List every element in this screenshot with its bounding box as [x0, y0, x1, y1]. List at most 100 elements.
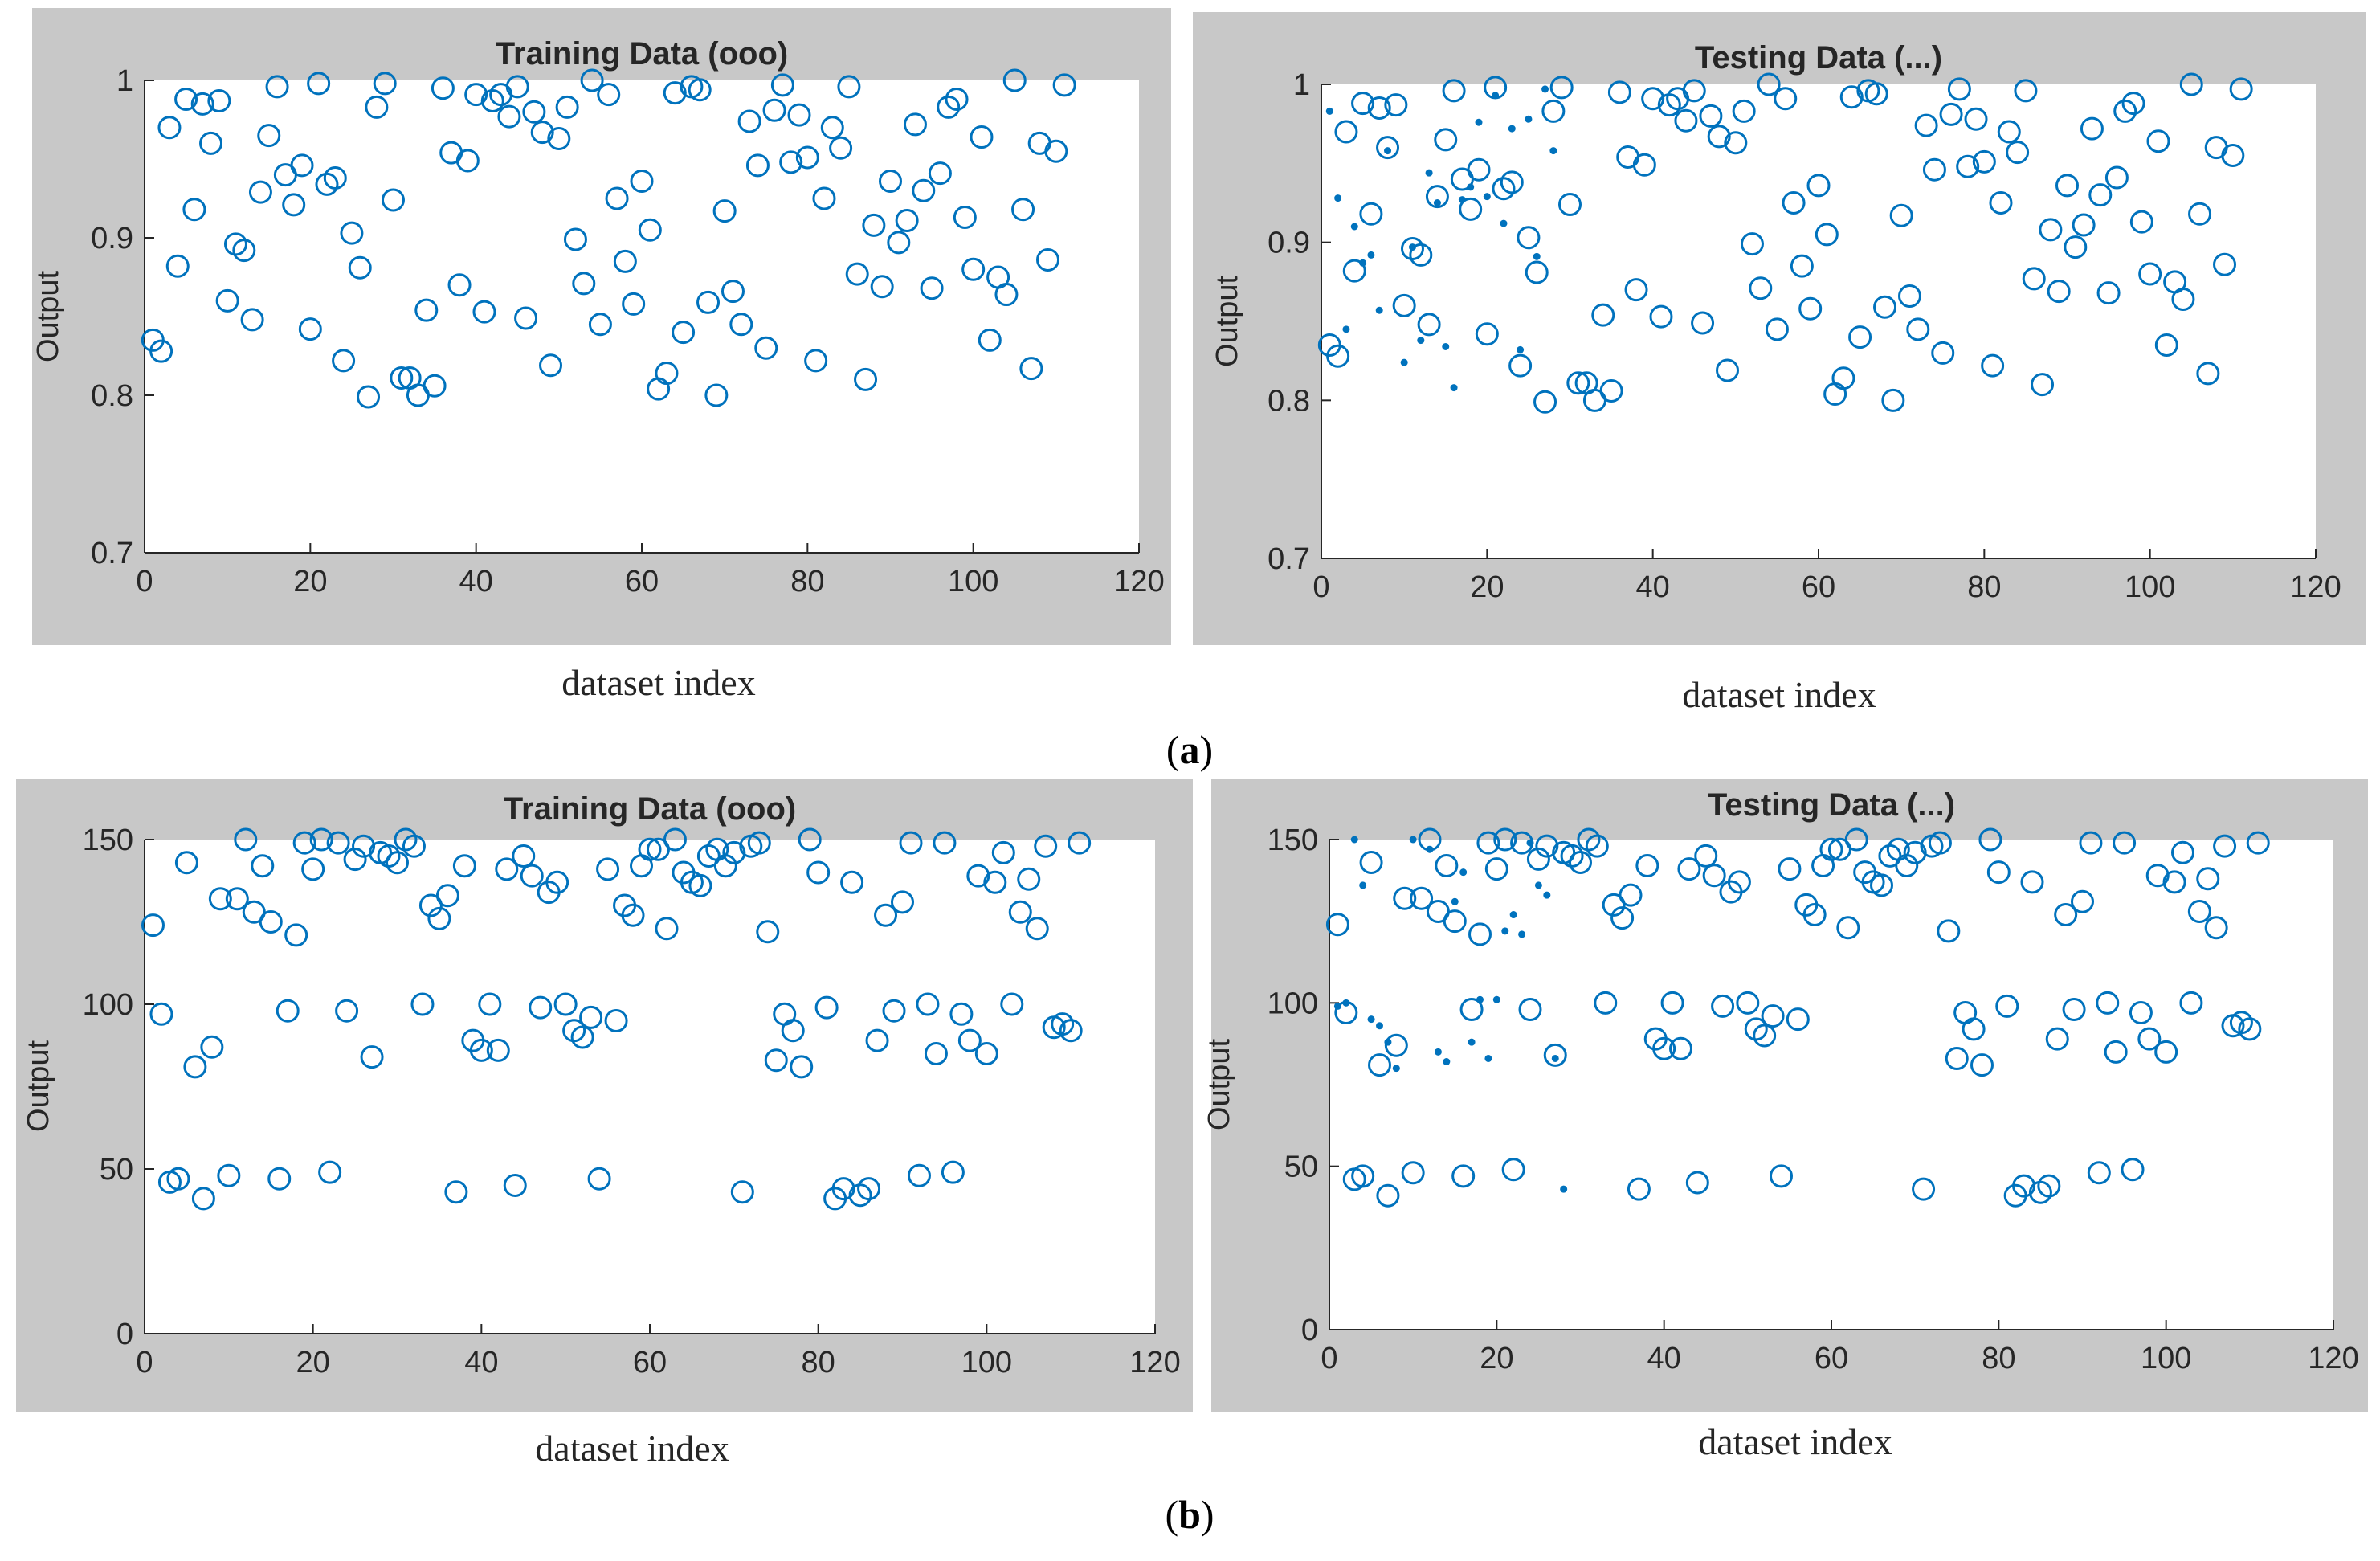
data-point	[1964, 107, 1988, 131]
data-point	[580, 68, 604, 92]
data-point	[570, 1025, 594, 1049]
data-point	[587, 1167, 611, 1191]
data-point	[957, 1028, 982, 1052]
data-point	[912, 178, 936, 202]
data-point	[539, 353, 563, 378]
data-point	[840, 870, 864, 894]
data-point	[1931, 341, 1955, 365]
data-point-dot	[1500, 219, 1508, 227]
data-point	[200, 1035, 224, 1059]
data-point	[688, 873, 712, 897]
data-point	[870, 275, 894, 299]
x-tick-label: 20	[1480, 1342, 1513, 1375]
x-tick-label: 100	[948, 565, 998, 599]
data-point	[1903, 840, 1927, 864]
data-point	[520, 864, 544, 888]
data-point	[779, 150, 803, 174]
data-point	[1736, 991, 1760, 1015]
data-point	[1691, 311, 1715, 335]
data-point	[572, 272, 596, 296]
data-point	[503, 1174, 527, 1197]
data-point	[2022, 267, 2046, 291]
data-point	[1442, 79, 1466, 103]
data-point	[1995, 994, 2019, 1018]
data-point	[1947, 77, 1971, 101]
data-point	[655, 917, 679, 941]
data-point	[663, 827, 687, 852]
data-point	[1591, 303, 1615, 327]
data-point	[1059, 1019, 1083, 1043]
data-point-dot	[1476, 995, 1484, 1003]
x-tick-label: 100	[2125, 570, 2175, 604]
data-point	[1765, 317, 1789, 341]
data-point	[394, 827, 418, 852]
data-point	[2096, 991, 2120, 1015]
data-point	[2113, 831, 2137, 855]
data-point	[2087, 1161, 2111, 1185]
data-point-dot	[1443, 1058, 1451, 1066]
data-point	[2045, 1027, 2069, 1051]
data-point	[1981, 353, 2005, 378]
data-point	[1972, 149, 1996, 174]
data-point	[1508, 353, 1533, 378]
data-point	[352, 834, 376, 858]
data-point	[613, 249, 637, 273]
data-point	[848, 1183, 872, 1208]
data-point	[1425, 185, 1449, 209]
data-point	[630, 169, 654, 193]
x-tick-label: 40	[459, 565, 493, 599]
data-point	[455, 149, 480, 173]
data-point	[1393, 886, 1417, 910]
data-point	[1770, 1164, 1793, 1188]
y-tick-label: 0.7	[91, 537, 133, 570]
data-point	[1711, 994, 1735, 1018]
data-point	[1939, 102, 1963, 126]
data-point	[1619, 883, 1643, 907]
data-point	[790, 1055, 814, 1079]
x-tick-label: 100	[961, 1346, 1012, 1379]
data-point-dot	[1533, 252, 1541, 260]
data-point	[1757, 72, 1781, 96]
panel-label-b: (b)	[1165, 1492, 1214, 1537]
data-point	[555, 95, 579, 119]
data-point	[1652, 1036, 1676, 1060]
data-point	[1627, 1177, 1651, 1201]
data-point	[365, 95, 389, 119]
data-point-dot	[1417, 337, 1425, 345]
data-point-dot	[1475, 118, 1483, 126]
data-point	[1342, 259, 1366, 283]
data-point	[2221, 144, 2245, 167]
data-point-dot	[1350, 836, 1358, 844]
data-point	[804, 349, 828, 373]
data-point	[1569, 850, 1592, 874]
data-point-dot	[1350, 223, 1358, 231]
data-point	[1778, 857, 1802, 881]
data-point	[2196, 867, 2220, 891]
x-tick-label: 60	[633, 1346, 667, 1379]
data-point	[530, 121, 554, 145]
data-point-dot	[1517, 345, 1525, 353]
data-point	[326, 831, 350, 855]
x-tick-label: 120	[2308, 1342, 2358, 1375]
data-point	[1815, 223, 1839, 247]
data-point	[2054, 903, 2078, 927]
data-point	[754, 336, 778, 360]
data-point-dot	[1392, 1065, 1400, 1073]
data-point	[1599, 379, 1623, 403]
data-point	[916, 992, 940, 1016]
data-point	[1417, 313, 1441, 337]
data-point	[1945, 1046, 1969, 1070]
data-point	[1351, 92, 1375, 116]
data-point	[1997, 120, 2021, 144]
panel-label-a-letter: a	[1180, 727, 1200, 772]
data-point-dot	[1518, 930, 1526, 938]
data-point	[373, 72, 397, 96]
data-point	[1749, 276, 1773, 300]
x-tick-label: 0	[136, 565, 153, 599]
chart-b-testing: Testing Data (...) Output dataset index …	[1202, 779, 2368, 1462]
data-point	[1641, 87, 1665, 111]
data-point	[1889, 203, 1913, 227]
data-point-dot	[1560, 1185, 1568, 1193]
data-point	[1384, 93, 1408, 117]
data-point	[435, 884, 459, 908]
